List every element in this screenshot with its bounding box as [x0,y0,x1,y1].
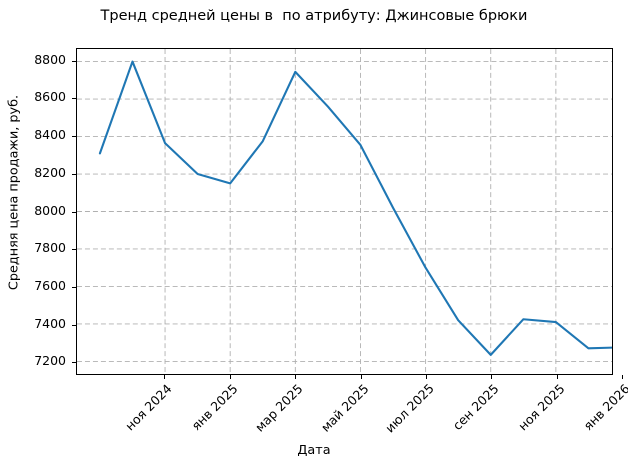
data-series-line [98,60,612,356]
x-tick-label: янв 2025 [188,381,241,434]
y-tickmark [72,211,76,213]
x-axis-label: Дата [297,443,331,458]
y-tickmark [72,98,76,100]
x-tick-label: июл 2025 [382,380,437,436]
gridlines [77,49,612,374]
x-tickmark [622,375,624,379]
x-tickmark [360,375,362,379]
y-tickmark [72,60,76,62]
x-tick-label: ноя 2025 [514,381,568,434]
y-tickmark [72,362,76,364]
x-tick-label: сен 2025 [449,381,502,433]
y-tick-label: 7200 [34,353,66,369]
y-tickmark [72,249,76,251]
x-tickmark [295,375,297,379]
x-tick-label: май 2025 [317,381,372,435]
x-tickmark [229,375,231,379]
y-tick-label: 7400 [34,315,66,331]
y-tickmark [72,136,76,138]
y-tick-label: 8200 [34,164,66,180]
y-tickmark [72,173,76,175]
chart-title: Тренд средней цены в по атрибуту: Джинсо… [100,8,528,24]
x-tick-label: янв 2026 [580,381,628,434]
plot-area [76,48,613,375]
x-tickmark [425,375,427,379]
y-tickmark [72,286,76,288]
x-tickmark [491,375,493,379]
y-tick-label: 8600 [34,89,66,105]
x-tick-label: мар 2025 [252,381,306,435]
y-tickmark [72,324,76,326]
y-tick-label: 7600 [34,277,66,293]
y-tick-label: 8800 [34,51,66,67]
x-tickmark [164,375,166,379]
y-tick-label: 8000 [34,202,66,218]
x-tick-label: ноя 2024 [122,381,175,434]
y-tick-label: 7800 [34,240,66,256]
y-tick-label: 8400 [34,127,66,143]
x-tickmark [556,375,558,379]
